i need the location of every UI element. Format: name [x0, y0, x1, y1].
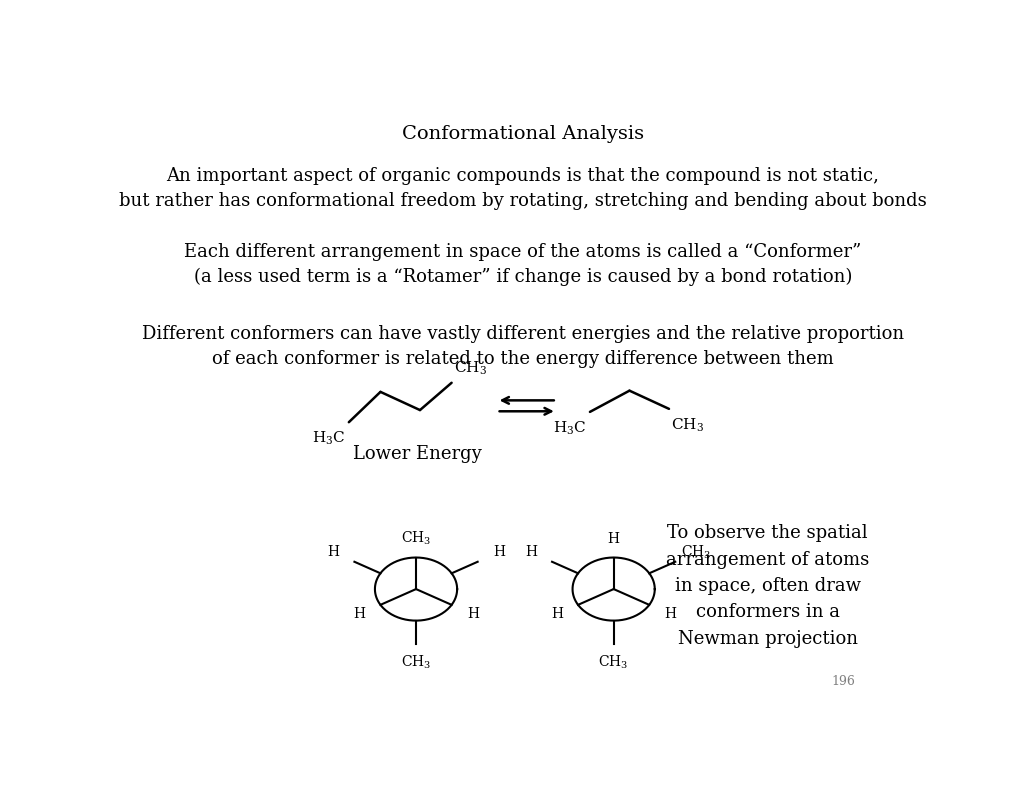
Text: $\mathregular{CH_3}$: $\mathregular{CH_3}$	[400, 654, 431, 671]
Text: $\mathregular{CH_3}$: $\mathregular{CH_3}$	[400, 530, 431, 548]
Text: $\mathregular{H_3C}$: $\mathregular{H_3C}$	[552, 419, 585, 437]
Text: Conformational Analysis: Conformational Analysis	[401, 125, 643, 143]
Text: H: H	[327, 545, 339, 559]
Text: 196: 196	[830, 675, 854, 689]
Text: H: H	[353, 608, 365, 621]
Text: $\mathregular{CH_3}$: $\mathregular{CH_3}$	[671, 416, 704, 433]
Text: $\mathregular{H_3C}$: $\mathregular{H_3C}$	[311, 429, 344, 447]
Text: Each different arrangement in space of the atoms is called a “Conformer”
(a less: Each different arrangement in space of t…	[183, 243, 861, 286]
Text: H: H	[525, 545, 536, 559]
Text: H: H	[607, 532, 620, 546]
Text: H: H	[663, 608, 676, 621]
Text: $\mathregular{CH_3}$: $\mathregular{CH_3}$	[598, 654, 629, 671]
Text: H: H	[550, 608, 562, 621]
Text: H: H	[492, 545, 504, 559]
Text: An important aspect of organic compounds is that the compound is not static,
but: An important aspect of organic compounds…	[119, 167, 925, 210]
Text: Different conformers can have vastly different energies and the relative proport: Different conformers can have vastly dif…	[142, 325, 903, 368]
Text: Lower Energy: Lower Energy	[353, 444, 481, 463]
Text: H: H	[467, 608, 478, 621]
Text: $\mathregular{CH_3}$: $\mathregular{CH_3}$	[681, 544, 711, 561]
Text: To observe the spatial
arrangement of atoms
in space, often draw
conformers in a: To observe the spatial arrangement of at…	[665, 524, 868, 648]
Text: $\mathregular{CH_3}$: $\mathregular{CH_3}$	[453, 359, 486, 377]
